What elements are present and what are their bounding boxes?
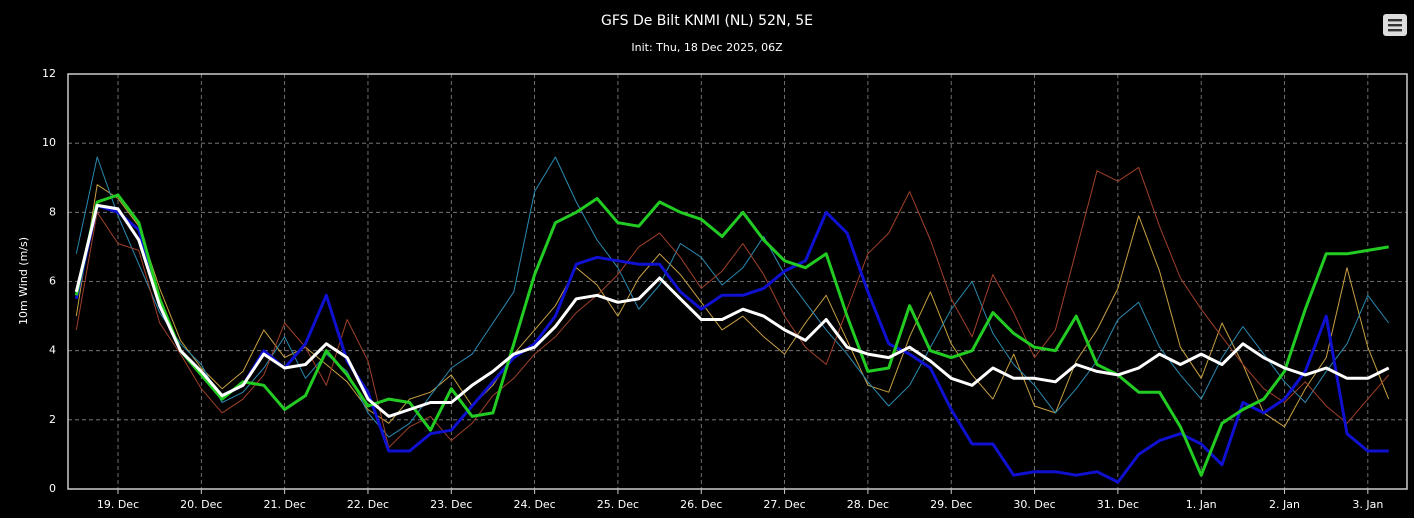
x-tick-label: 30. Dec	[1013, 498, 1055, 511]
y-tick-label: 6	[49, 275, 56, 288]
y-axis-label: 10m Wind (m/s)	[17, 237, 30, 325]
x-tick-label: 23. Dec	[430, 498, 472, 511]
chart-subtitle: Init: Thu, 18 Dec 2025, 06Z	[631, 41, 783, 54]
series-line	[74, 203, 1390, 418]
x-tick-label: 29. Dec	[930, 498, 972, 511]
y-tick-label: 10	[42, 136, 56, 149]
x-tick-label: 25. Dec	[597, 498, 639, 511]
x-tick-label: 1. Jan	[1186, 498, 1217, 511]
x-tick-label: 22. Dec	[347, 498, 389, 511]
x-tick-label: 2. Jan	[1269, 498, 1300, 511]
x-tick-label: 19. Dec	[97, 498, 139, 511]
plot-border	[67, 73, 1408, 490]
x-tick-label: 3. Jan	[1352, 498, 1383, 511]
y-tick-label: 12	[42, 67, 56, 80]
series-line	[74, 193, 1389, 477]
x-tick-label: 28. Dec	[847, 498, 889, 511]
y-tick-label: 0	[49, 482, 56, 495]
x-tick-label: 20. Dec	[180, 498, 222, 511]
menu-button[interactable]	[1383, 14, 1407, 36]
y-tick-label: 2	[49, 413, 56, 426]
x-tick-label: 26. Dec	[680, 498, 722, 511]
x-tick-label: 21. Dec	[263, 498, 305, 511]
x-tick-label: 24. Dec	[513, 498, 555, 511]
y-tick-label: 8	[49, 205, 56, 218]
x-tick-label: 27. Dec	[763, 498, 805, 511]
y-tick-label: 4	[49, 344, 56, 357]
x-tick-label: 31. Dec	[1097, 498, 1139, 511]
series-line	[75, 166, 1390, 448]
series-line	[74, 203, 1389, 484]
series-line	[75, 184, 1390, 428]
chart-title: GFS De Bilt KNMI (NL) 52N, 5E	[601, 13, 813, 29]
